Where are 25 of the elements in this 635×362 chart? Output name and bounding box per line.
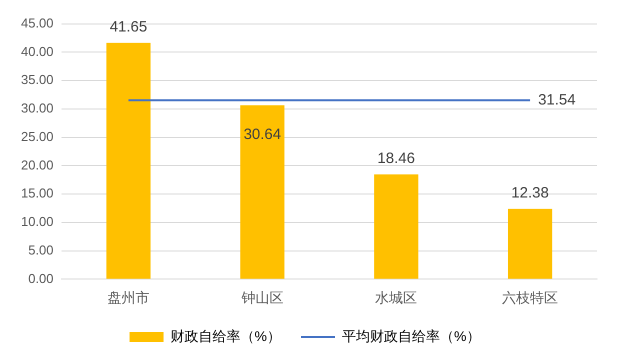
data-label: 31.54	[538, 91, 576, 108]
legend-label: 平均财政自给率（%）	[342, 328, 480, 344]
legend-label: 财政自给率（%）	[170, 328, 282, 344]
bar	[106, 42, 151, 279]
x-tick-label: 盘州市	[107, 289, 150, 306]
bar	[240, 105, 284, 279]
y-tick-label: 15.00	[20, 186, 54, 201]
y-tick-label: 20.00	[20, 157, 54, 172]
x-tick-label: 钟山区	[240, 289, 284, 306]
x-tick-label: 水城区	[375, 289, 418, 306]
x-tick-label: 六枝特区	[502, 289, 558, 306]
y-tick-label: 30.00	[20, 100, 54, 116]
data-label: 41.65	[110, 18, 148, 36]
data-label: 12.38	[511, 184, 549, 202]
y-tick-label: 45.00	[20, 15, 54, 30]
data-label: 30.64	[244, 126, 282, 143]
y-tick-label: 10.00	[20, 214, 54, 230]
y-tick-label: 40.00	[20, 44, 54, 59]
y-tick-label: 35.00	[20, 72, 54, 88]
y-tick-label: 0.00	[28, 270, 54, 286]
data-label: 18.46	[377, 150, 415, 168]
y-tick-label: 5.00	[28, 242, 54, 258]
bar	[508, 208, 552, 279]
y-tick-label: 25.00	[20, 128, 54, 144]
bar	[374, 174, 418, 279]
